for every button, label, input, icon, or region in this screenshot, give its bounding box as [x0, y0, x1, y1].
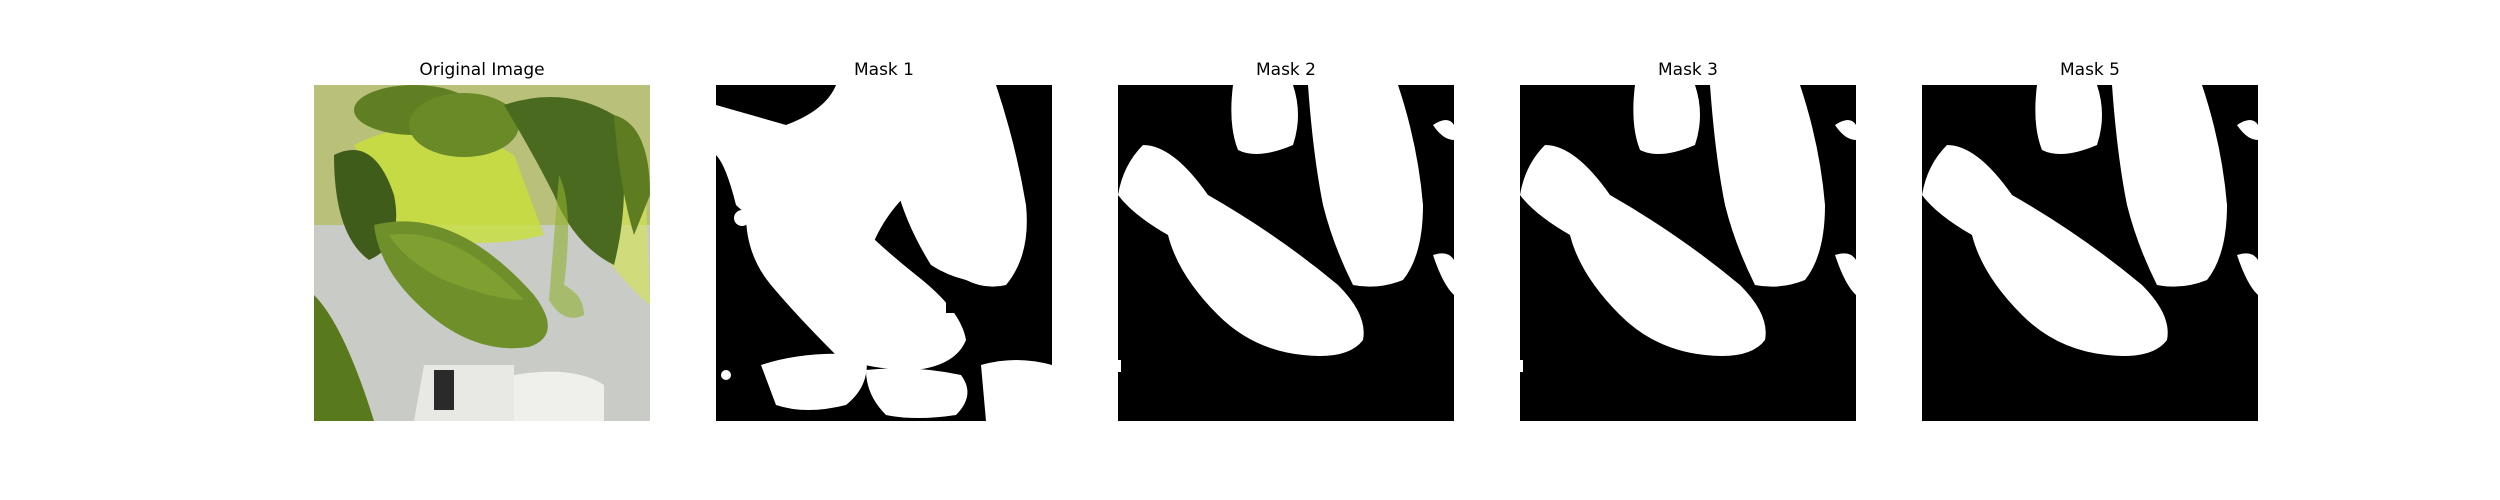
original-image-title: Original Image — [419, 60, 545, 80]
mask-1-image — [716, 85, 1052, 421]
original-image — [314, 85, 650, 421]
mask-2-panel: Mask 2 — [1118, 0, 1454, 500]
mask-2-image — [1118, 85, 1454, 421]
mask-1-title: Mask 1 — [853, 60, 914, 80]
original-image-panel: Original Image — [314, 0, 650, 500]
mask-3-title: Mask 3 — [1657, 60, 1718, 80]
mask-3-panel: Mask 3 — [1520, 0, 1856, 500]
mask-5-panel: Mask 5 — [1922, 0, 2258, 500]
mask-3-image — [1520, 85, 1856, 421]
mask-5-image — [1922, 85, 2258, 421]
mask-2-title: Mask 2 — [1255, 60, 1316, 80]
mask-5-title: Mask 5 — [2059, 60, 2120, 80]
mask-1-panel: Mask 1 — [716, 0, 1052, 500]
